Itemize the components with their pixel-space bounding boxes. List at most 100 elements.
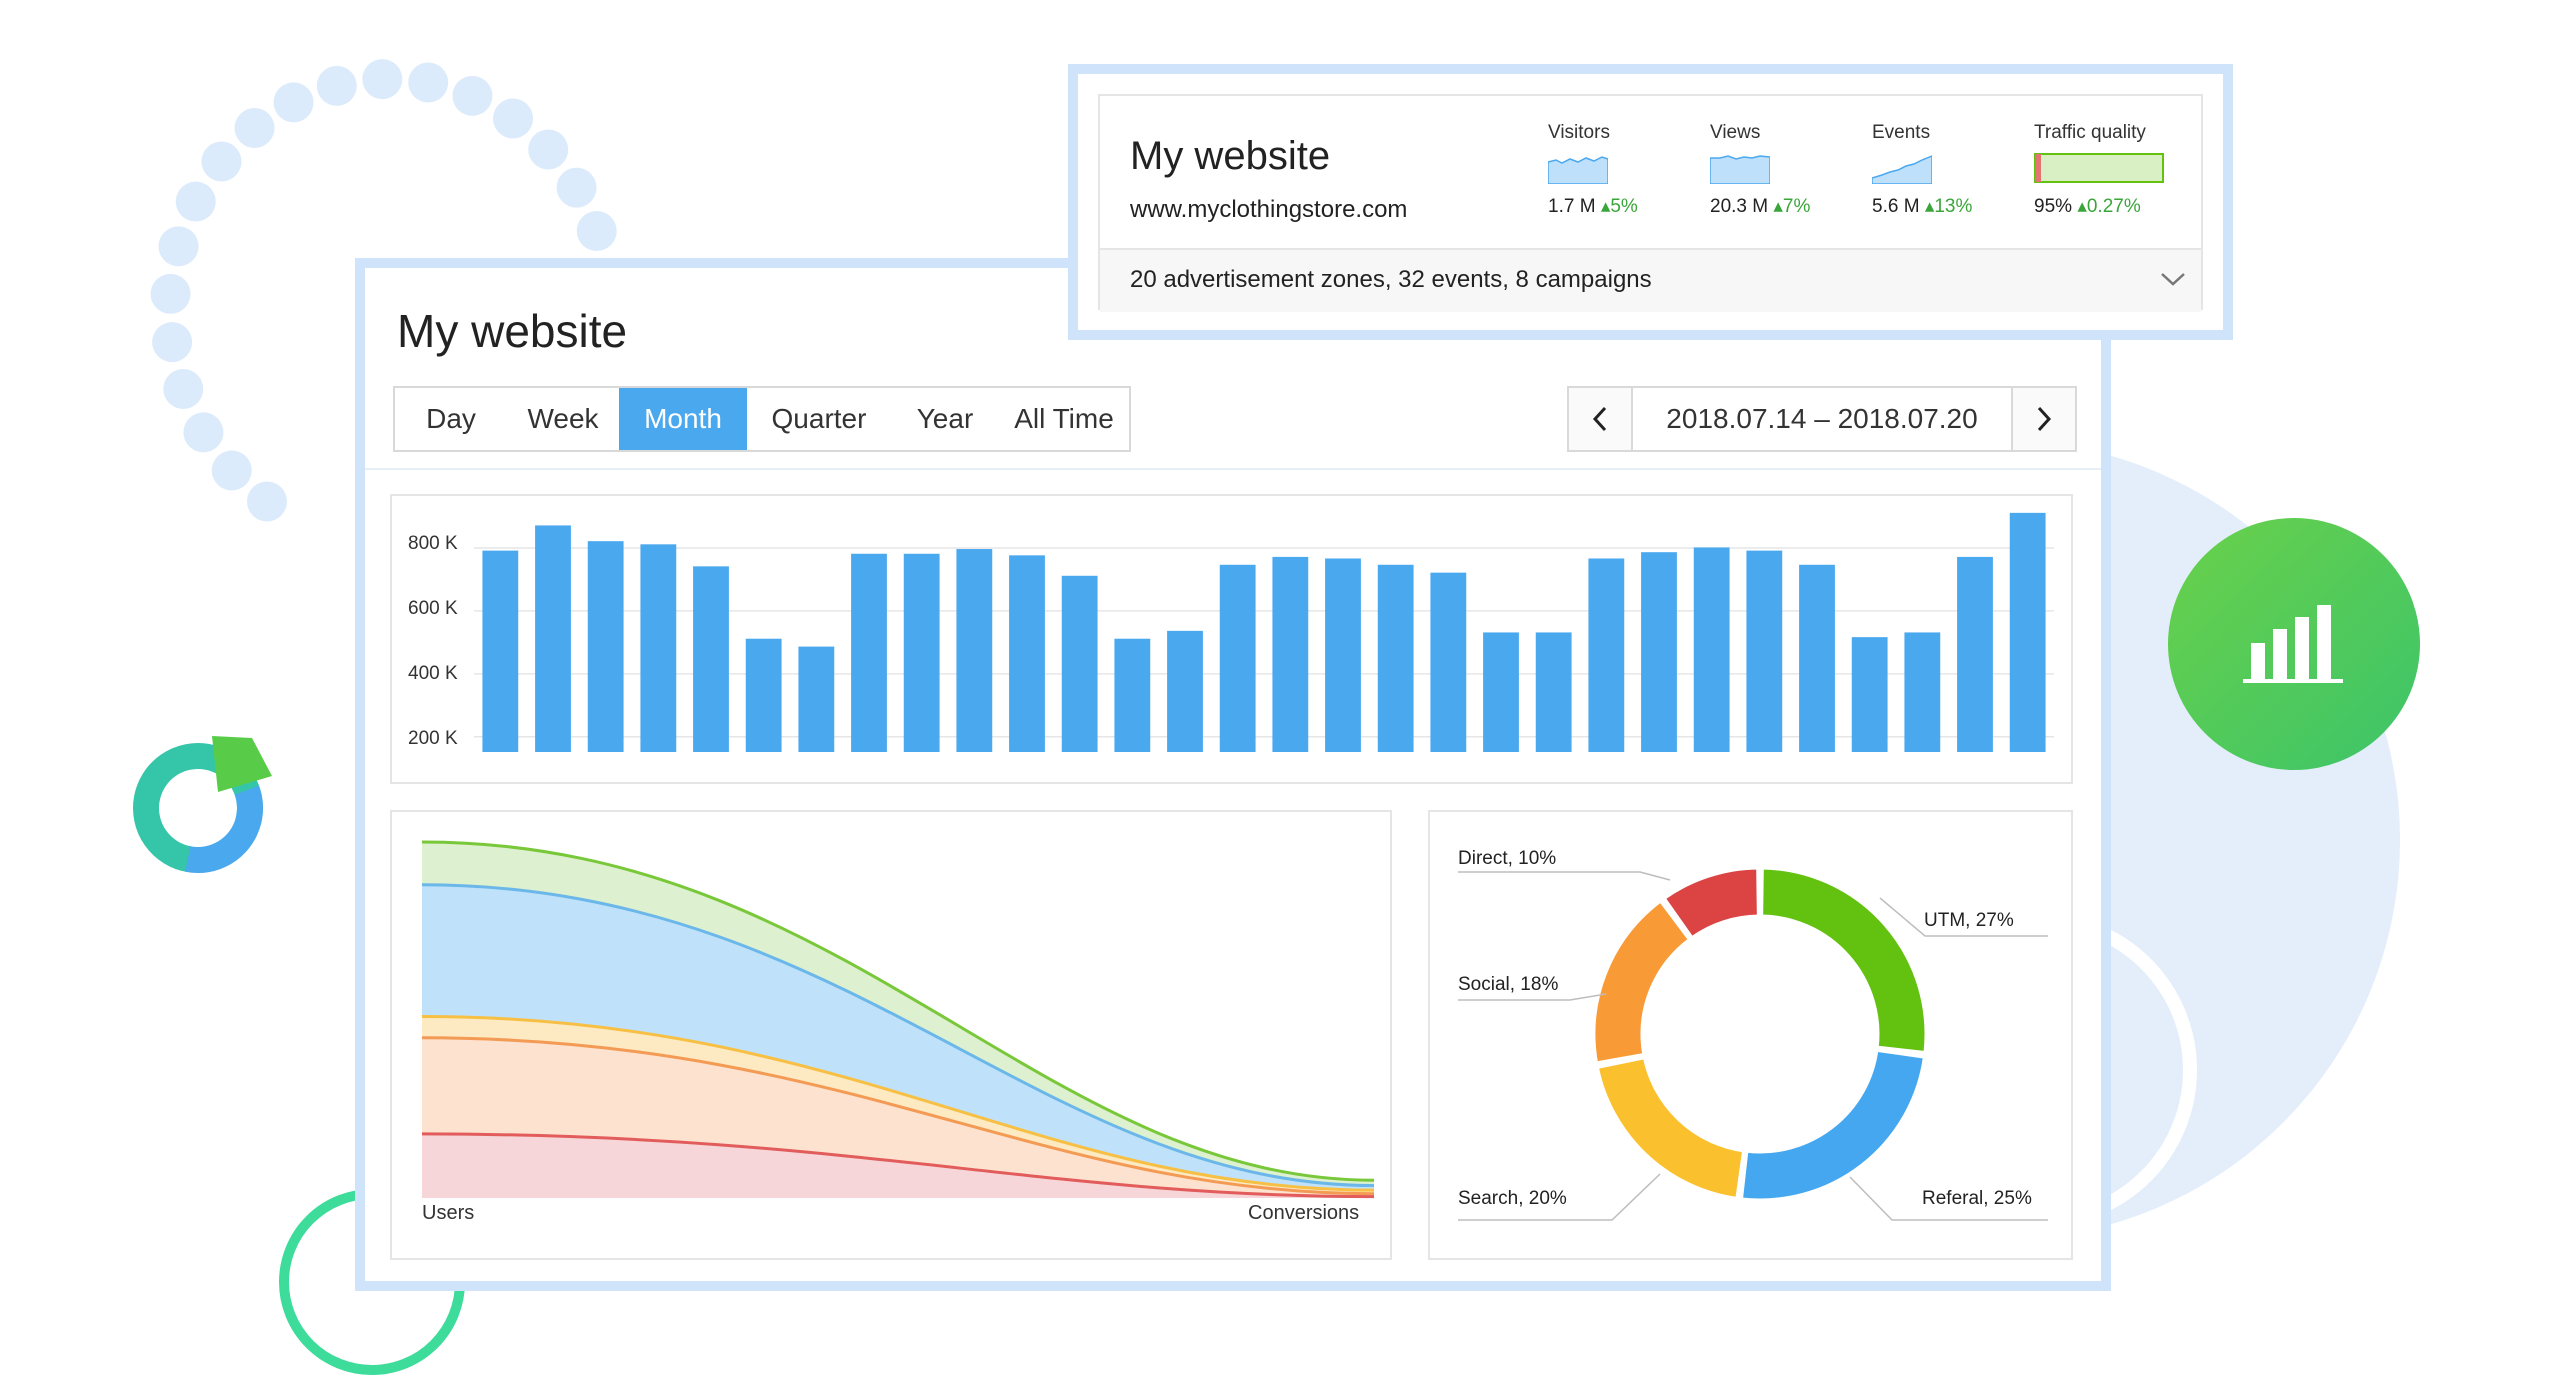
bar[interactable]: [1693, 547, 1730, 752]
bar[interactable]: [1746, 550, 1783, 752]
website-summary-card: My website www.myclothingstore.com Visit…: [1068, 64, 2233, 340]
metric-views: Views 20.3 M ▴7%: [1709, 122, 1880, 218]
metric-value: 20.3 M: [1710, 196, 1769, 217]
views-sparkline: [1709, 155, 1771, 185]
tab-month[interactable]: Month: [619, 388, 747, 450]
chevron-right-icon: [2037, 406, 2052, 432]
decor-dot: [273, 82, 314, 123]
bar[interactable]: [1641, 552, 1677, 752]
summary-description: 20 advertisement zones, 32 events, 8 cam…: [1130, 266, 1652, 293]
bar[interactable]: [956, 549, 993, 752]
funnel-line: [421, 1036, 1375, 1196]
decor-dot: [493, 98, 534, 139]
traffic-source-donut-chart: [1458, 866, 2048, 1221]
bar[interactable]: [587, 541, 624, 752]
bar[interactable]: [1588, 558, 1625, 752]
tab-all-time[interactable]: All Time: [1014, 403, 1114, 434]
summary-footer[interactable]: 20 advertisement zones, 32 events, 8 cam…: [1100, 248, 2201, 312]
donut-slice[interactable]: [1760, 866, 1928, 1055]
bar[interactable]: [1009, 555, 1045, 752]
bar[interactable]: [1272, 556, 1309, 752]
bar[interactable]: [1219, 564, 1256, 752]
tab-day[interactable]: Day: [426, 403, 476, 434]
date-range-display[interactable]: 2018.07.14 – 2018.07.20: [1631, 388, 2013, 450]
bar[interactable]: [1799, 564, 1835, 752]
bar-chart: [474, 512, 2054, 752]
funnel-area-chart: [421, 840, 1375, 1199]
decor-dot: [576, 210, 617, 251]
bar[interactable]: [640, 544, 677, 752]
bar[interactable]: [1114, 638, 1151, 752]
bar-chart-glyph: [2243, 605, 2343, 683]
leader-line: [1849, 1176, 2048, 1221]
bar[interactable]: [693, 566, 729, 752]
leader-line: [1458, 1173, 1661, 1221]
metric-delta: ▴7%: [1773, 196, 1811, 217]
tab-year[interactable]: Year: [916, 403, 974, 434]
tab-week[interactable]: Week: [527, 403, 599, 434]
metric-label: Events: [1872, 122, 1931, 143]
bar[interactable]: [535, 525, 571, 752]
traffic-source-panel: UTM, 27% Referal, 25% Search, 20% Social…: [1428, 810, 2073, 1260]
slice-label-social: Social, 18%: [1458, 974, 1559, 995]
donut-slice[interactable]: [1595, 1055, 1746, 1201]
metric-label: Traffic quality: [2034, 122, 2146, 143]
funnel-end-label: Conversions: [1248, 1202, 1360, 1224]
bar[interactable]: [1483, 632, 1519, 752]
decor-dot: [408, 62, 449, 103]
decor-dot: [362, 59, 403, 100]
bar[interactable]: [1535, 632, 1572, 752]
funnel-area: [422, 1133, 1374, 1198]
dotted-arc-decoration: [150, 59, 617, 522]
tab-quarter[interactable]: Quarter: [771, 403, 867, 434]
bar[interactable]: [1377, 564, 1414, 752]
donut-slice[interactable]: [1592, 898, 1692, 1065]
bar[interactable]: [903, 553, 940, 752]
bar[interactable]: [2009, 512, 2046, 752]
slice-label-referal: Referal, 25%: [1922, 1188, 2032, 1209]
decor-dot: [452, 75, 493, 116]
bar[interactable]: [1904, 632, 1941, 752]
bar-chart-icon: [2168, 518, 2420, 770]
funnel-start-label: Users: [422, 1202, 475, 1224]
bar[interactable]: [482, 550, 519, 752]
decor-dot: [316, 65, 357, 106]
leader-line: [1458, 871, 1671, 881]
donut-slice[interactable]: [1739, 1048, 1927, 1202]
bar[interactable]: [1061, 575, 1098, 752]
decor-dot: [158, 226, 199, 267]
decor-dot: [234, 107, 275, 148]
bar[interactable]: [745, 638, 782, 752]
donut-slice[interactable]: [1662, 866, 1760, 940]
metric-visitors: Visitors 1.7 M ▴5%: [1547, 122, 1718, 218]
donut-chart-icon: [133, 736, 272, 873]
website-url[interactable]: www.myclothingstore.com: [1130, 196, 1408, 223]
decor-dot: [175, 181, 216, 222]
bar[interactable]: [1167, 630, 1203, 752]
bar[interactable]: [1851, 637, 1888, 752]
prev-period-button[interactable]: [1569, 388, 1631, 450]
header-divider: [365, 468, 2101, 470]
chevron-down-icon[interactable]: [2159, 270, 2187, 288]
next-period-button[interactable]: [2013, 388, 2075, 450]
y-tick-label: 800 K: [408, 533, 458, 554]
bar[interactable]: [1957, 556, 1993, 752]
bar[interactable]: [1325, 558, 1361, 752]
slice-label-direct: Direct, 10%: [1458, 848, 1557, 869]
events-sparkline: [1871, 154, 1933, 185]
bar[interactable]: [851, 553, 887, 752]
slice-label-search: Search, 20%: [1458, 1188, 1567, 1209]
leader-line: [1458, 993, 1607, 1001]
metric-value: 1.7 M: [1548, 196, 1596, 217]
page-title: My website: [397, 305, 628, 357]
metric-traffic-quality: Traffic quality 95% ▴0.27%: [2034, 122, 2204, 218]
main-dashboard-card: My website Day Week Month Quarter Year A…: [355, 258, 2111, 1291]
bar[interactable]: [1430, 572, 1467, 752]
metric-label: Views: [1710, 122, 1761, 143]
decor-dot: [150, 273, 191, 314]
chevron-left-icon: [1592, 406, 1607, 432]
decor-dot: [201, 141, 242, 182]
bar[interactable]: [798, 646, 835, 752]
traffic-quality-meter: [2034, 153, 2164, 183]
metric-delta: ▴13%: [1924, 196, 1973, 217]
